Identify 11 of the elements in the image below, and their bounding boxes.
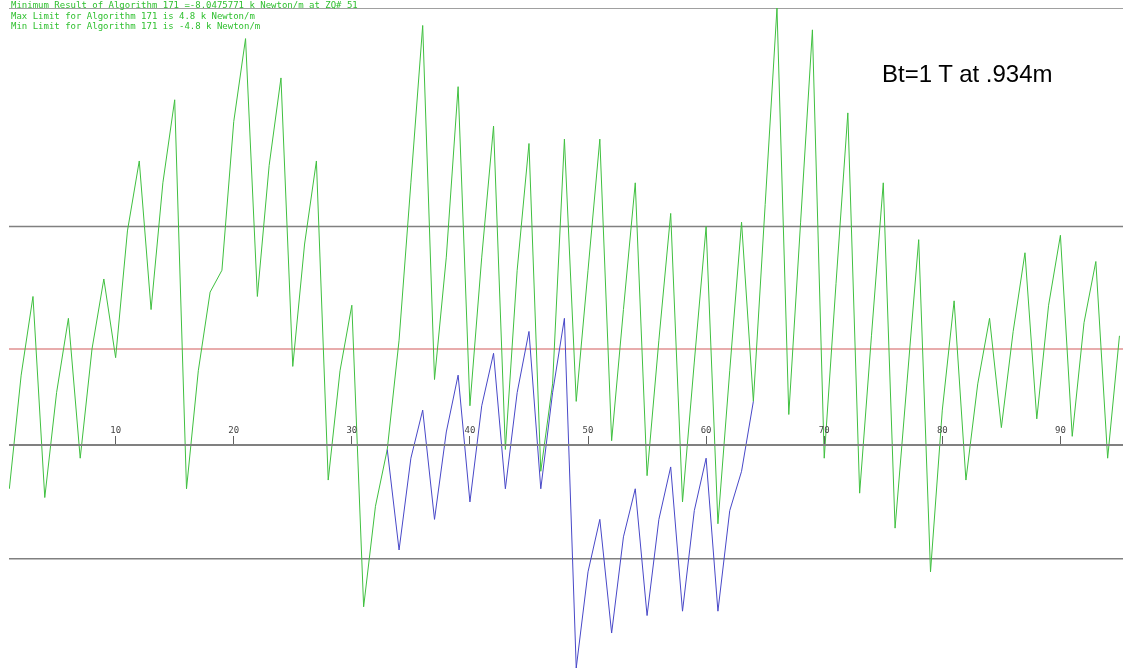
x-tick-label: 80 [936,425,948,436]
x-tick-label: 20 [228,425,240,436]
x-tick-label: 10 [110,425,122,436]
annotation: Bt=1 T at .934m [882,60,1053,87]
x-tick-label: 60 [700,425,712,436]
annotation: Min Limit for Algorithm 171 is -4.8 k Newton/m [11,21,261,31]
x-tick-label: 50 [582,425,594,436]
annotation: Max Limit for Algorithm 171 is 4.8 k Newton/m [11,11,255,21]
annotation: Minimum Result of Algorithm 171 =-8.0475771 k Newton/m at ZQ# 51 [11,0,358,10]
x-tick-label: 90 [1054,425,1066,436]
x-tick-label: 40 [464,425,476,436]
